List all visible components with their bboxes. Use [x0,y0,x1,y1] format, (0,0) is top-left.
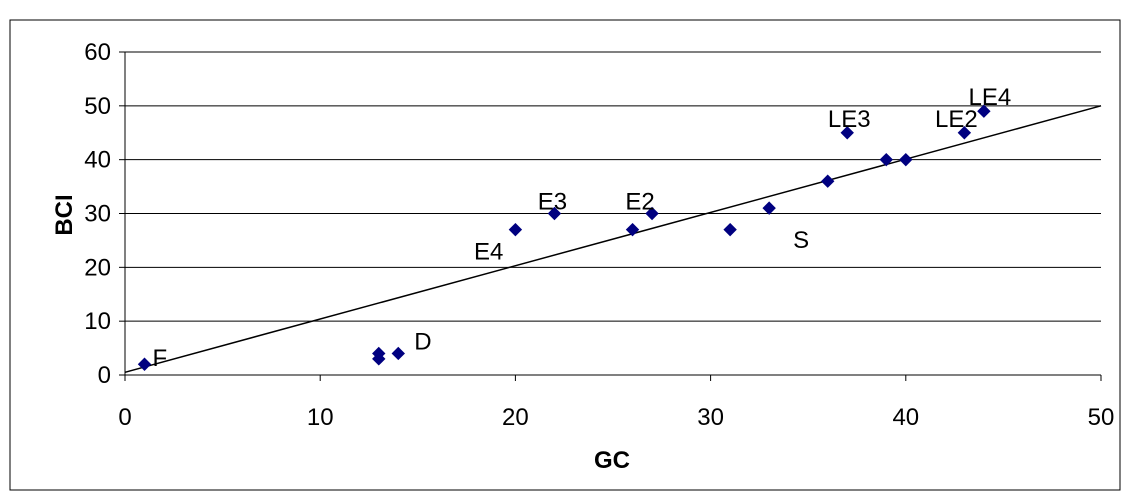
data-point [957,126,972,140]
data-point [547,206,562,221]
y-tick-label: 0 [98,362,111,389]
data-label: D [414,328,431,355]
data-label: LE4 [969,84,1012,111]
data-point [723,222,737,237]
data-label: LE3 [828,106,871,133]
y-tick-label: 50 [84,93,111,120]
data-point [508,222,523,237]
x-tick-label: 40 [892,404,919,431]
data-point [977,104,991,118]
data-point [372,352,386,366]
tick-labels: 0 10 20 30 40 50 60 0 10 20 30 40 50 [84,39,1114,431]
data-point [645,206,659,221]
data-points [137,104,991,371]
data-label: F [153,345,168,372]
y-tick-label: 20 [84,254,111,281]
y-tick-label: 60 [84,39,111,66]
data-point [391,346,405,361]
x-tick-label: 10 [307,404,334,431]
data-point [879,152,893,167]
data-point [137,357,152,371]
data-point [821,174,835,188]
data-point [625,222,640,237]
x-tick-label: 50 [1088,404,1115,431]
y-tick-label: 30 [84,201,111,228]
data-label: E2 [625,189,654,216]
trendline-group [124,105,1102,374]
x-tick-label: 30 [697,404,724,431]
chart-frame [9,19,1121,491]
data-label: E4 [474,239,503,266]
y-tick-label: 10 [84,308,111,335]
data-label: E3 [538,189,567,216]
x-tick-label: 0 [118,404,131,431]
gridlines [125,51,1101,322]
data-label: LE2 [935,106,978,133]
y-tick-label: 40 [84,147,111,174]
y-axis-title: BCI [51,194,78,235]
x-axis-title: GC [594,447,630,474]
data-point [840,126,854,140]
data-point [899,152,913,167]
trendline [124,105,1102,374]
data-label: S [793,227,809,254]
data-point [762,201,776,215]
x-tick-label: 20 [502,404,529,431]
axes [119,51,1102,381]
